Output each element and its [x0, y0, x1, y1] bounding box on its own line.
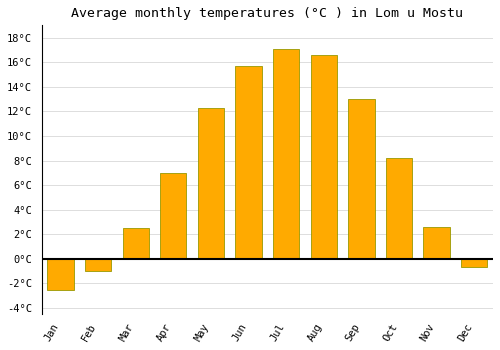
Bar — [122, 228, 149, 259]
Bar — [386, 158, 412, 259]
Bar — [85, 259, 112, 271]
Bar — [48, 259, 74, 289]
Title: Average monthly temperatures (°C ) in Lom u Mostu: Average monthly temperatures (°C ) in Lo… — [72, 7, 464, 20]
Bar — [310, 55, 337, 259]
Bar — [461, 259, 487, 267]
Bar — [160, 173, 186, 259]
Bar — [236, 66, 262, 259]
Bar — [348, 99, 374, 259]
Bar — [273, 49, 299, 259]
Bar — [424, 227, 450, 259]
Bar — [198, 108, 224, 259]
